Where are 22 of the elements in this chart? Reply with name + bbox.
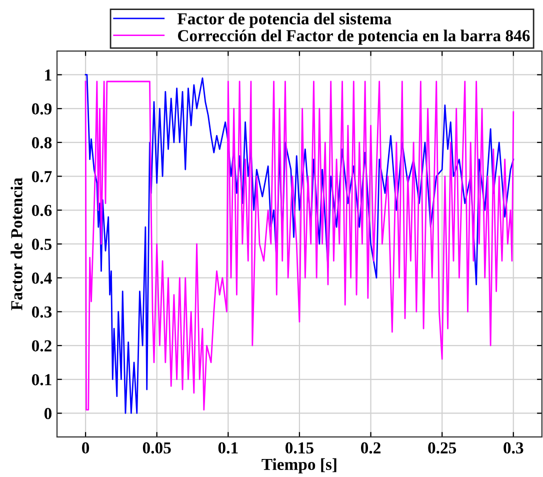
y-tick-label: 0.8 bbox=[32, 137, 52, 148]
y-tick-label: 0 bbox=[44, 408, 52, 420]
y-tick-label: 0.5 bbox=[32, 238, 52, 250]
x-tick-label: 0.25 bbox=[428, 442, 456, 454]
y-tick-label: 0.9 bbox=[32, 103, 52, 115]
x-tick-label: 0.3 bbox=[504, 442, 524, 454]
x-tick-label: 0.1 bbox=[218, 442, 238, 454]
y-tick-label: 0.4 bbox=[32, 272, 52, 284]
y-tick-label: 0.7 bbox=[32, 170, 52, 182]
y-tick-label: 0.6 bbox=[32, 204, 52, 216]
x-tick-label: 0 bbox=[82, 442, 90, 454]
y-tick-label: 0.1 bbox=[32, 374, 52, 386]
y-tick-label: 0.2 bbox=[32, 340, 52, 352]
x-axis-title: Tiempo [s] bbox=[262, 458, 336, 474]
x-tick-label: 0.2 bbox=[360, 442, 380, 454]
y-axis-title: Factor de Potencia bbox=[10, 178, 22, 310]
legend-label: Factor de potencia del sistema bbox=[177, 12, 392, 28]
y-tick-label: 1 bbox=[45, 70, 52, 81]
y-tick-label: 0.3 bbox=[32, 306, 52, 318]
x-tick-label: 0.05 bbox=[142, 442, 171, 454]
legend-label: Corrección del Factor de potencia en la barra 846 bbox=[178, 30, 530, 45]
x-tick-label: 0.15 bbox=[286, 442, 314, 454]
